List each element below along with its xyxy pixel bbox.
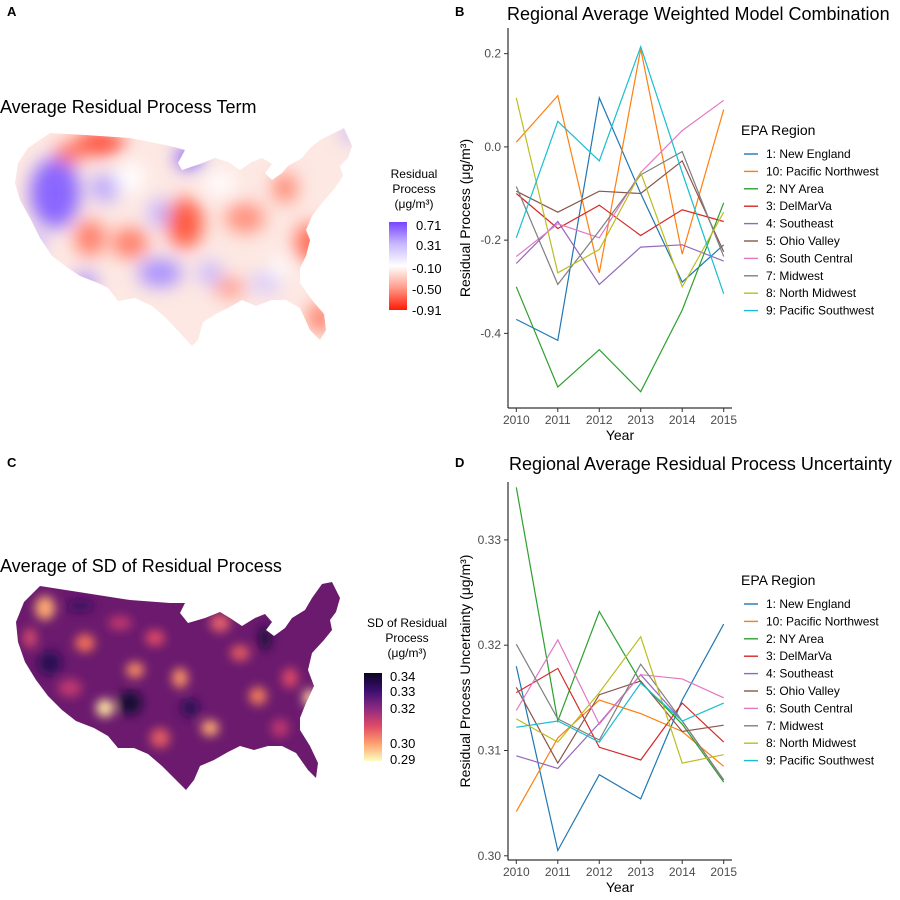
y-tick-label: -0.2 [480,233,501,247]
colorbar-c-tick: 0.29 [390,752,416,767]
legend-label: 7: Midwest [766,269,824,283]
legend-label: 1: New England [766,597,851,611]
legend-label: 5: Ohio Valley [766,234,840,248]
x-tick-label: 2012 [586,413,613,427]
series-line [516,95,725,342]
y-tick-label: 0.30 [478,849,502,863]
map-a-title: Average Residual Process Term [0,97,257,117]
series-line [515,638,724,726]
y-tick-label: 0.33 [478,533,502,547]
colorbar-c-tick: 0.30 [390,736,416,751]
series-line [515,623,725,853]
series-line [516,635,724,764]
series-line [515,150,725,286]
series-line [515,643,725,781]
legend-label: 10: Pacific Northwest [766,164,879,178]
series-line [515,97,725,289]
y-axis-label: Residual Process Uncertainty (μg/m³) [457,555,473,788]
legend-label: 4: Southeast [766,217,834,231]
legend-label: 9: Pacific Southwest [766,754,875,768]
legend-label: 1: New England [766,147,851,161]
legend-title: EPA Region [741,122,815,138]
y-tick-label: 0.32 [478,638,502,652]
y-axis-label: Residual Process (μg/m³) [457,139,473,297]
colorbar-a-tick: -0.91 [412,303,442,318]
series-line [516,682,724,743]
map-a-residual [15,128,352,346]
x-tick-label: 2014 [669,413,696,427]
x-tick-label: 2015 [710,865,737,879]
y-tick-label: -0.4 [480,326,501,340]
chart-title: Regional Average Residual Process Uncert… [509,454,892,474]
map-c-title: Average of SD of Residual Process [0,556,282,576]
x-tick-label: 2011 [545,413,571,427]
x-axis-label: Year [606,427,635,443]
x-tick-label: 2014 [669,865,696,879]
legend-label: 6: South Central [766,251,853,265]
series-line [515,487,725,783]
chart-title: Regional Average Weighted Model Combinat… [507,4,890,24]
map-c-sd [16,582,340,790]
legend-c-title: SD of Residual Process (μg/m³) [366,616,448,660]
legend-label: 3: DelMarVa [766,199,832,213]
x-tick-label: 2011 [545,865,571,879]
x-tick-label: 2010 [503,865,530,879]
x-tick-label: 2013 [627,413,654,427]
series-line [515,667,725,761]
legend-a-title: Residual Process (μg/m³) [390,167,438,211]
legend-label: 2: NY Area [766,182,824,196]
legend-label: 2: NY Area [766,632,824,646]
panel-c-label: C [7,455,17,470]
series-line [516,673,725,781]
legend-label: 10: Pacific Northwest [766,614,879,628]
legend-label: 9: Pacific Southwest [766,304,875,318]
series-line [516,159,725,253]
colorbar-a-tick: 0.31 [416,238,442,253]
legend-label: 3: DelMarVa [766,649,832,663]
panel-b-label: B [455,4,465,19]
chart-b-weighted-model: Regional Average Weighted Model Combinat… [457,4,890,443]
chart-d-uncertainty: Regional Average Residual Process Uncert… [457,454,892,895]
legend-title: EPA Region [741,572,815,588]
colorbar-a-tick: -0.10 [412,261,442,276]
series-line [515,48,725,273]
panel-d-label: D [455,455,465,470]
y-tick-label: 0.2 [484,47,501,61]
x-tick-label: 2015 [710,413,737,427]
legend-label: 8: North Midwest [766,736,857,750]
panel-a-label: A [7,4,17,19]
y-tick-label: 0.31 [478,743,502,757]
series-line [515,193,724,237]
series-line [515,99,725,257]
colorbar-c [364,673,382,761]
legend-label: 5: Ohio Valley [766,684,840,698]
colorbar-a-tick: 0.71 [416,218,442,233]
x-tick-label: 2012 [586,865,613,879]
series-line [515,202,725,393]
series-line [515,44,725,294]
colorbar-a-tick: -0.50 [412,282,442,297]
y-tick-label: 0.0 [484,140,501,154]
legend-label: 6: South Central [766,701,853,715]
x-tick-label: 2010 [503,413,530,427]
x-tick-label: 2013 [627,865,654,879]
colorbar-a [389,222,407,310]
colorbar-c-tick: 0.34 [390,669,416,684]
legend-label: 7: Midwest [766,719,824,733]
x-axis-label: Year [606,879,635,895]
legend-label: 4: Southeast [766,667,834,681]
legend-label: 8: North Midwest [766,286,857,300]
colorbar-c-tick: 0.33 [390,684,416,699]
colorbar-c-tick: 0.32 [390,701,416,716]
